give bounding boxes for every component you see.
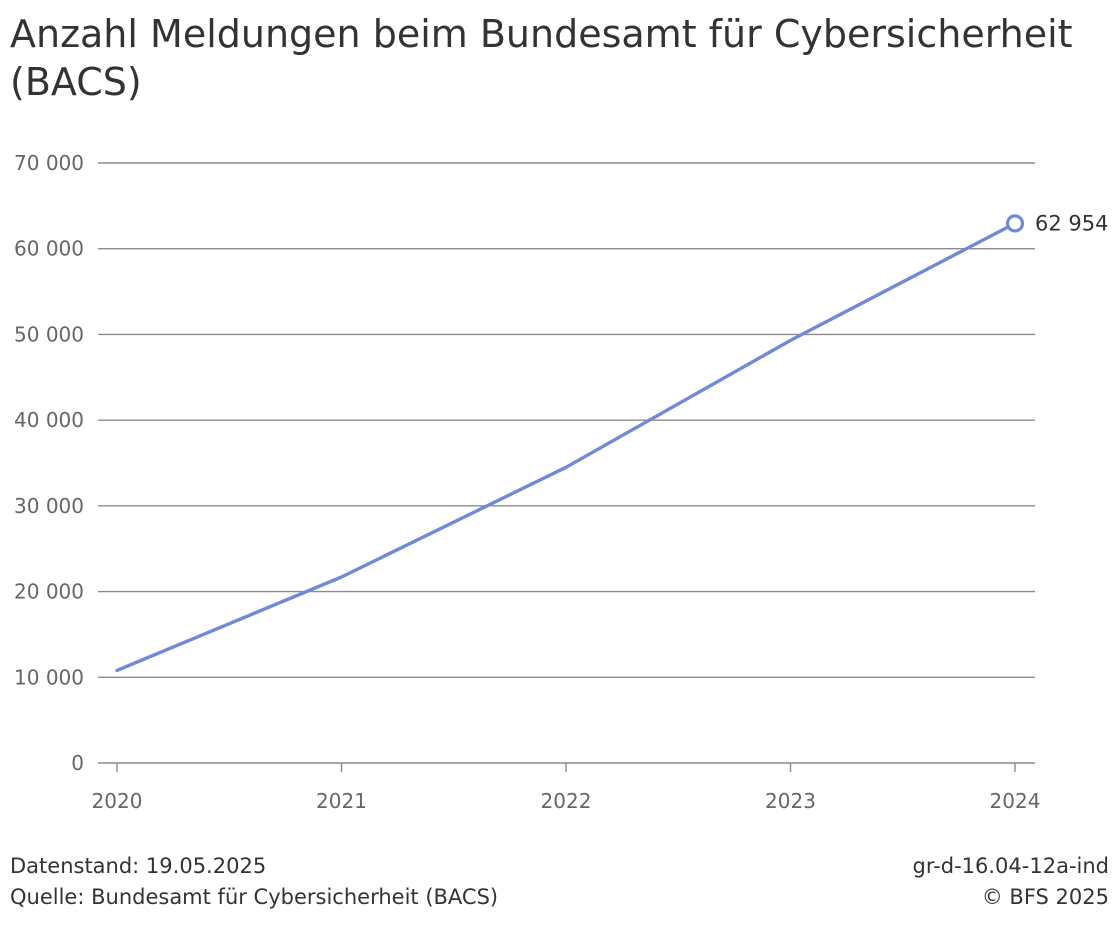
end-value-label: 62 954: [1035, 211, 1108, 235]
footer-source-info: Datenstand: 19.05.2025 Quelle: Bundesamt…: [10, 851, 498, 913]
end-point-marker: [1005, 214, 1025, 233]
y-tick-label: 70 000: [14, 151, 84, 175]
line-chart: 0 10 000 20 000 30 000 40 000 50 000 60 000 70 …: [14, 151, 1108, 813]
x-tick-label: 2020: [92, 789, 143, 813]
y-tick-label: 10 000: [14, 665, 84, 689]
x-tick-label: 2024: [990, 789, 1041, 813]
y-tick-label: 20 000: [14, 580, 84, 604]
y-tick-label: 60 000: [14, 237, 84, 261]
series-layer: [115, 214, 1025, 673]
x-axis: 2020 2021 2022 2023 2024: [92, 763, 1041, 813]
data-labels: 62 954: [1035, 211, 1108, 235]
footer-publisher-info: gr-d-16.04-12a-ind © BFS 2025: [913, 851, 1109, 913]
graphic-code: gr-d-16.04-12a-ind: [912, 854, 1109, 878]
x-tick-label: 2022: [541, 789, 592, 813]
x-tick-label: 2021: [316, 789, 367, 813]
chart-title: Anzahl Meldungen beim Bundesamt für Cybe…: [10, 12, 1073, 104]
copyright: © BFS 2025: [981, 885, 1109, 909]
y-axis-tick-labels: 0 10 000 20 000 30 000 40 000 50 000 60 000 70 …: [14, 151, 84, 775]
gridlines: [98, 162, 1035, 764]
y-tick-label: 40 000: [14, 408, 84, 432]
y-tick-label: 0: [71, 751, 84, 775]
x-tick-label: 2023: [765, 789, 816, 813]
data-date: Datenstand: 19.05.2025: [10, 854, 267, 878]
y-tick-label: 50 000: [14, 322, 84, 346]
series-line: [115, 221, 1017, 673]
y-tick-label: 30 000: [14, 494, 84, 518]
data-source: Quelle: Bundesamt für Cybersicherheit (B…: [10, 885, 499, 909]
